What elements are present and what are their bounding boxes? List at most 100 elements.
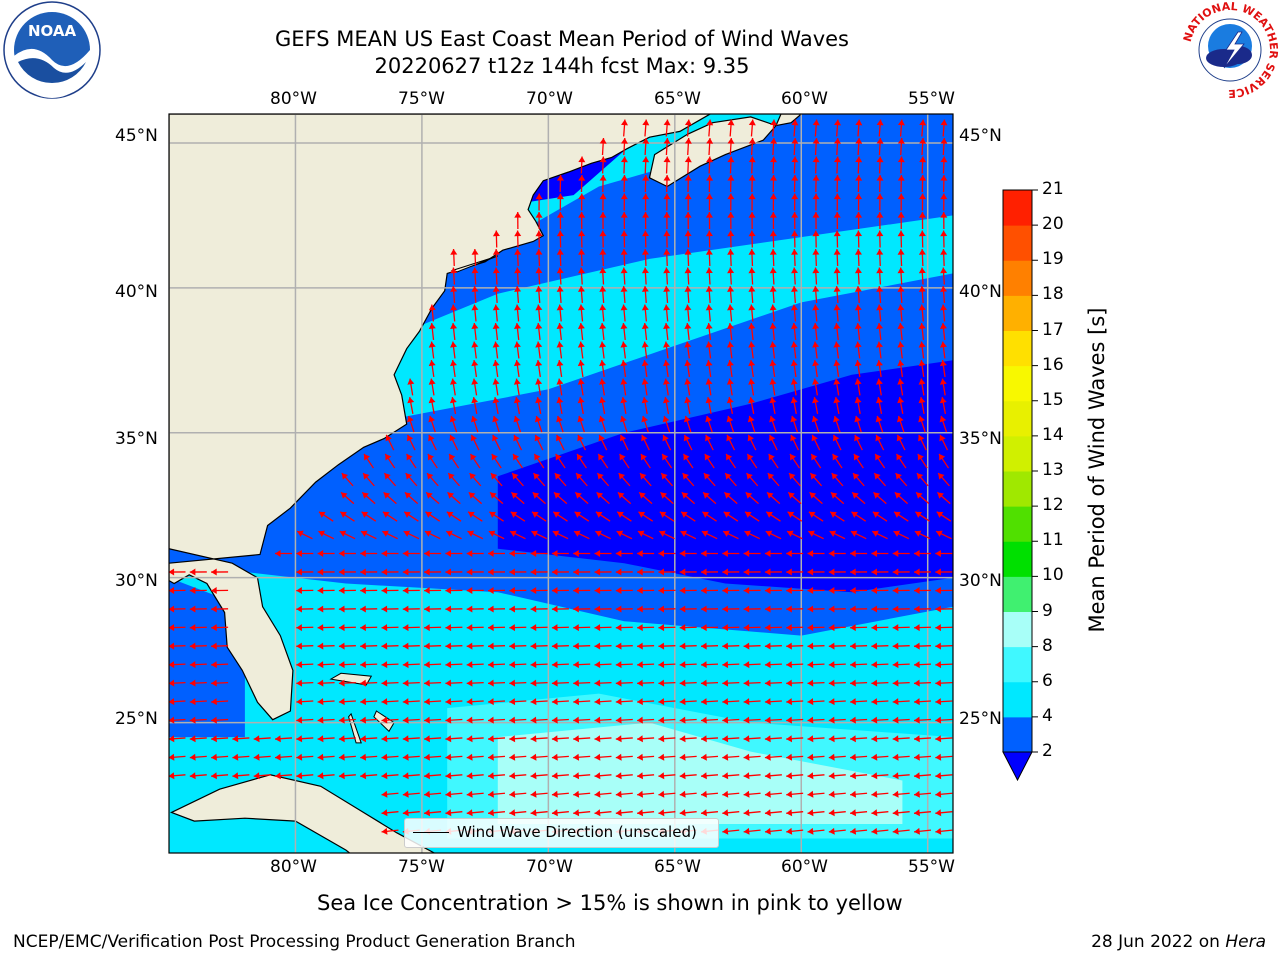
wave-arrow <box>663 211 671 230</box>
wave-arrow-head <box>833 193 841 200</box>
wave-arrow <box>615 642 633 650</box>
wave-arrow-head <box>854 267 862 274</box>
wave-arrow-head <box>466 661 473 669</box>
wave-arrow <box>919 137 927 156</box>
wave-arrow <box>874 453 886 469</box>
wave-arrow <box>939 359 947 378</box>
wave-arrow <box>940 248 948 267</box>
wave-arrow <box>786 550 804 558</box>
lon-label-top-70w: 70°W <box>526 89 573 109</box>
wave-arrow-head <box>918 267 926 274</box>
wave-arrow <box>445 642 463 650</box>
wave-arrow-head <box>790 397 798 404</box>
wave-arrow-head <box>317 661 324 669</box>
wave-arrow <box>445 809 463 817</box>
wave-arrow-head <box>514 323 521 329</box>
wave-arrow-head <box>471 249 479 255</box>
wave-arrow <box>492 359 500 378</box>
wave-arrow <box>764 827 782 835</box>
wave-arrow <box>551 772 569 780</box>
wave-arrow-head <box>513 341 521 348</box>
wave-arrow-head <box>833 304 841 311</box>
wave-arrow <box>743 661 761 669</box>
wave-arrow-head <box>722 605 728 613</box>
wave-arrow-head <box>764 605 771 613</box>
wave-arrow-head <box>470 434 478 442</box>
wave-arrow-head <box>748 378 756 385</box>
wave-arrow <box>807 568 825 576</box>
wave-arrow-head <box>918 397 926 404</box>
wave-arrow <box>595 511 611 522</box>
wave-arrow <box>786 642 804 650</box>
wave-arrow <box>705 211 713 230</box>
wave-arrow-head <box>871 642 878 650</box>
wave-arrow <box>855 211 863 230</box>
wave-arrow <box>892 642 910 650</box>
wave-arrow <box>743 550 761 558</box>
wave-arrow-head <box>360 698 366 706</box>
wave-arrow-head <box>615 605 622 613</box>
wave-arrow <box>786 772 804 780</box>
wave-arrow-head <box>833 415 840 423</box>
lat-label-right-35n: 35°N <box>959 429 1002 449</box>
wave-arrow-head <box>807 624 814 632</box>
wave-arrow-head <box>317 772 324 780</box>
wave-arrow <box>684 211 692 230</box>
wave-arrow-head <box>620 175 628 181</box>
map-frame <box>168 113 954 854</box>
colorbar-tick-label: 17 <box>1042 319 1064 340</box>
wave-arrow <box>169 624 186 632</box>
wave-arrow <box>918 230 926 248</box>
wave-arrow <box>744 530 761 540</box>
wave-arrow-head <box>892 790 899 798</box>
wave-arrow <box>897 119 905 137</box>
wave-arrow <box>892 568 910 576</box>
wave-arrow-head <box>594 624 601 632</box>
wave-arrow-head <box>833 156 841 163</box>
wave-arrow <box>637 679 655 687</box>
colorbar-swatch <box>1003 330 1032 367</box>
wave-arrow-head <box>424 587 430 595</box>
wave-arrow-head <box>662 434 669 442</box>
wave-arrow-head <box>831 473 839 480</box>
wave-arrow-head <box>573 716 580 724</box>
wave-arrow-head <box>871 587 878 595</box>
wave-arrow-head <box>620 138 628 144</box>
wave-arrow <box>573 753 591 761</box>
wave-arrow <box>897 193 905 211</box>
wave-arrow-head <box>492 304 500 311</box>
wave-arrow <box>296 661 314 669</box>
wave-arrow-head <box>935 772 942 780</box>
wave-arrow <box>897 248 905 267</box>
wave-arrow <box>338 605 356 613</box>
wave-arrow <box>492 397 500 414</box>
wave-arrow <box>706 119 714 137</box>
lat-label-left-25n: 25°N <box>115 709 158 729</box>
wave-arrow <box>402 550 420 558</box>
colorbar-swatch <box>1003 260 1032 296</box>
wave-arrow-head <box>812 304 820 311</box>
wave-arrow <box>937 472 950 487</box>
wave-arrow <box>917 453 928 469</box>
wave-arrow-head <box>871 790 878 798</box>
wave-arrow-head <box>789 473 796 480</box>
wave-arrow-head <box>766 511 773 518</box>
wave-arrow <box>913 790 932 798</box>
wave-arrow-head <box>642 138 650 144</box>
wave-arrow <box>637 735 655 743</box>
wave-arrow <box>189 679 207 687</box>
wave-arrow-head <box>894 511 901 518</box>
wave-arrow-head <box>232 753 239 761</box>
wave-arrow <box>594 624 612 632</box>
wave-arrow-head <box>658 772 665 780</box>
colorbar-swatch <box>1003 295 1032 331</box>
wave-arrow <box>896 434 906 451</box>
wave-arrow <box>727 156 735 174</box>
wave-arrow <box>940 174 948 193</box>
wave-arrow <box>296 550 314 558</box>
wave-arrow <box>466 568 484 576</box>
wave-arrow-head <box>599 397 606 404</box>
wave-arrow-head <box>445 809 452 817</box>
wave-arrow-head <box>318 530 326 537</box>
wave-arrow-head <box>896 415 904 423</box>
